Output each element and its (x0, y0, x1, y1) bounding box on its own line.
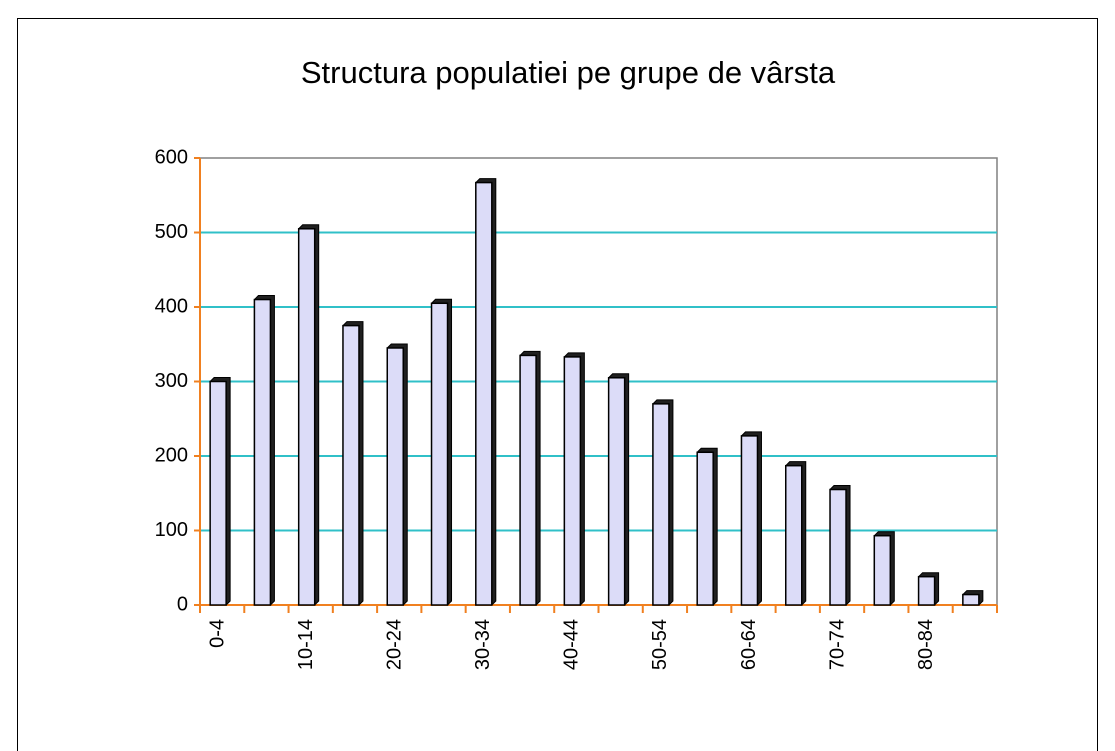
bar (386, 347, 404, 606)
y-tick-label: 100 (155, 519, 188, 541)
x-tick-label: 40-44 (561, 619, 583, 670)
chart-title: Structura populatiei pe grupe de vârsta (301, 55, 836, 90)
x-tick-label: 80-84 (915, 619, 937, 670)
y-tick-label: 200 (155, 444, 188, 466)
bar (607, 377, 626, 606)
bar (652, 403, 670, 606)
bar (297, 228, 316, 606)
x-tick-label: 30-34 (472, 619, 494, 670)
x-tick-label: 60-64 (738, 619, 760, 670)
y-tick-label: 500 (155, 221, 188, 243)
y-tick-label: 600 (155, 146, 188, 168)
x-tick-label: 0-4 (206, 619, 228, 648)
bar (917, 575, 936, 606)
bar (829, 488, 847, 606)
bar (209, 380, 227, 606)
bar (696, 451, 714, 606)
bar (873, 534, 892, 606)
bar (430, 302, 449, 606)
bar (962, 593, 980, 606)
bar (740, 435, 759, 606)
x-tick-label: 70-74 (826, 619, 848, 670)
x-tick-label: 50-54 (649, 619, 671, 670)
bar (475, 181, 493, 606)
bar (253, 298, 272, 606)
bar (785, 464, 803, 606)
bar (519, 354, 537, 606)
x-tick-label: 10-14 (295, 619, 317, 670)
y-tick-label: 0 (177, 593, 188, 615)
bar (563, 356, 582, 606)
y-tick-label: 400 (155, 295, 188, 317)
y-tick-label: 300 (155, 370, 188, 392)
x-tick-label: 20-24 (384, 619, 406, 670)
bar (342, 324, 360, 606)
